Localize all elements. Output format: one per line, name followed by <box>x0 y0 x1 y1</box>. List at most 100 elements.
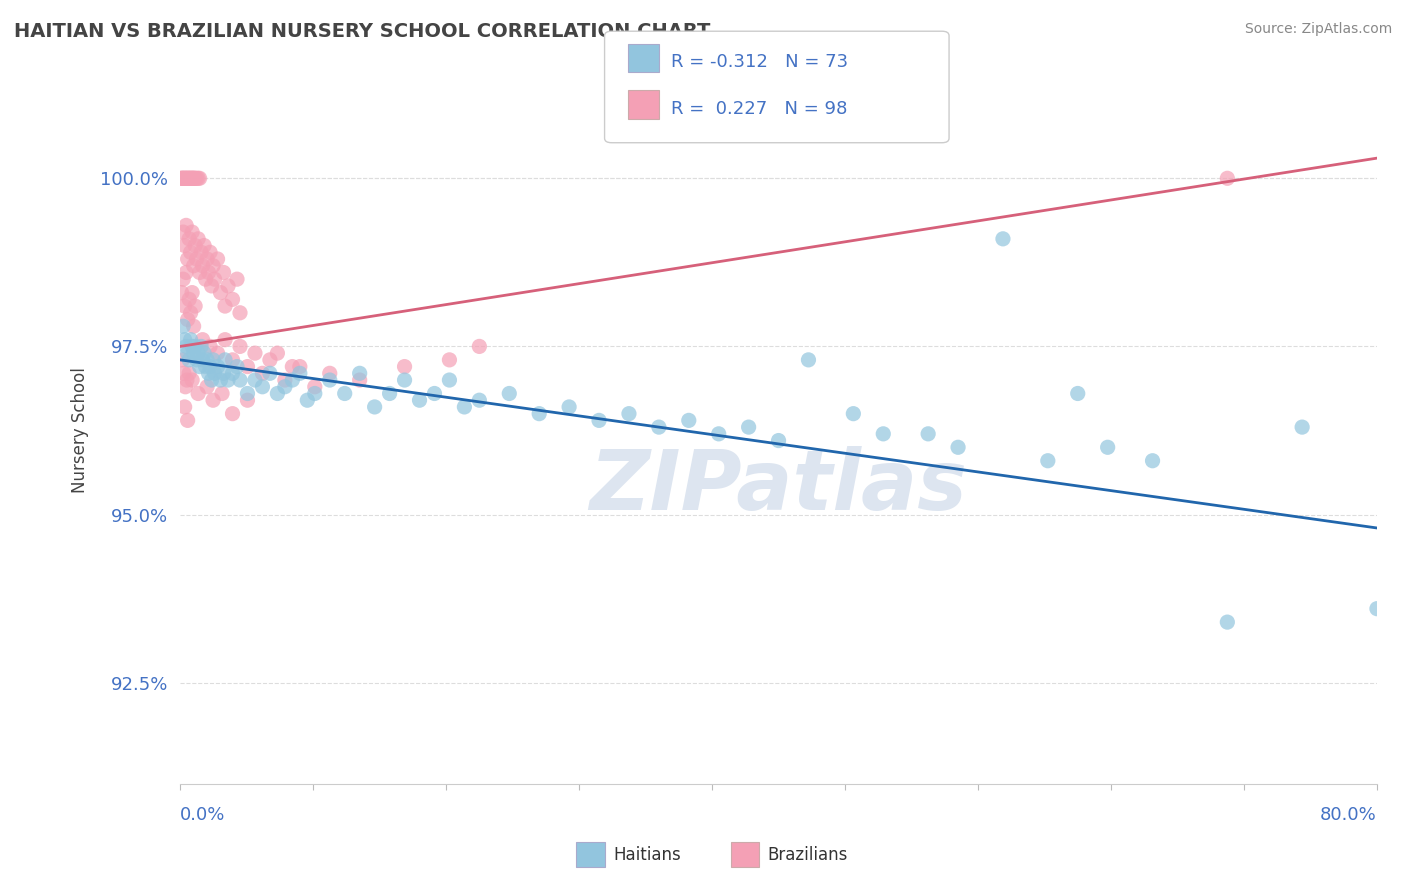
Point <box>236 386 259 401</box>
Point <box>173 171 195 186</box>
Point <box>211 386 233 401</box>
Point <box>378 386 401 401</box>
Point <box>172 352 194 367</box>
Point <box>304 380 326 394</box>
Point <box>194 359 217 374</box>
Point <box>184 171 207 186</box>
Point <box>181 171 204 186</box>
Point <box>173 299 195 313</box>
Point <box>1067 386 1090 401</box>
Point <box>173 333 195 347</box>
Point <box>187 171 209 186</box>
Point <box>187 346 209 360</box>
Point <box>193 238 215 252</box>
Point <box>917 426 939 441</box>
Point <box>408 393 430 408</box>
Point <box>193 346 215 360</box>
Point <box>173 238 195 252</box>
Point <box>179 367 201 381</box>
Point <box>181 373 204 387</box>
Point <box>288 367 311 381</box>
Point <box>236 393 259 408</box>
Point <box>274 380 297 394</box>
Point <box>221 367 243 381</box>
Text: 80.0%: 80.0% <box>1320 806 1376 824</box>
Point <box>174 265 197 279</box>
Point <box>349 373 371 387</box>
Point <box>202 259 225 273</box>
Point <box>453 400 475 414</box>
Point <box>394 359 416 374</box>
Point <box>170 285 193 300</box>
Point <box>439 373 461 387</box>
Point <box>1216 171 1239 186</box>
Point <box>194 272 217 286</box>
Point <box>174 171 197 186</box>
Point <box>281 373 304 387</box>
Point <box>842 407 865 421</box>
Point <box>349 367 371 381</box>
Point <box>304 386 326 401</box>
Point <box>207 359 229 374</box>
Point <box>176 252 198 266</box>
Point <box>174 219 197 233</box>
Point <box>212 265 235 279</box>
Point <box>191 259 214 273</box>
Point <box>768 434 790 448</box>
Point <box>176 171 198 186</box>
Point <box>588 413 610 427</box>
Text: R =  0.227   N = 98: R = 0.227 N = 98 <box>671 100 846 118</box>
Point <box>221 293 243 307</box>
Point <box>678 413 700 427</box>
Point <box>174 339 197 353</box>
Point <box>259 367 281 381</box>
Point <box>266 346 288 360</box>
Point <box>176 413 198 427</box>
Point <box>229 306 252 320</box>
Point <box>197 265 219 279</box>
Point <box>212 367 235 381</box>
Point <box>198 359 221 374</box>
Point <box>214 333 236 347</box>
Point <box>200 373 222 387</box>
Point <box>179 352 201 367</box>
Point <box>197 367 219 381</box>
Point <box>236 359 259 374</box>
Point <box>176 373 198 387</box>
Point <box>333 386 356 401</box>
Point <box>190 245 212 260</box>
Point <box>172 171 194 186</box>
Point <box>498 386 520 401</box>
Point <box>1097 440 1119 454</box>
Point <box>176 312 198 326</box>
Point <box>186 171 208 186</box>
Point <box>184 339 207 353</box>
Point <box>202 352 225 367</box>
Point <box>1291 420 1313 434</box>
Point <box>172 171 194 186</box>
Point <box>217 373 239 387</box>
Point <box>191 333 214 347</box>
Point <box>274 373 297 387</box>
Point <box>187 386 209 401</box>
Point <box>207 346 229 360</box>
Point <box>184 299 207 313</box>
Point <box>946 440 969 454</box>
Point <box>176 171 198 186</box>
Point <box>797 352 820 367</box>
Point <box>226 359 249 374</box>
Point <box>183 171 205 186</box>
Point <box>252 367 274 381</box>
Point <box>177 171 200 186</box>
Point <box>737 420 759 434</box>
Point <box>191 352 214 367</box>
Point <box>195 380 218 394</box>
Point <box>243 373 266 387</box>
Point <box>252 380 274 394</box>
Point <box>209 285 232 300</box>
Point <box>181 285 204 300</box>
Point <box>209 373 232 387</box>
Point <box>186 352 208 367</box>
Point <box>179 232 201 246</box>
Point <box>297 393 319 408</box>
